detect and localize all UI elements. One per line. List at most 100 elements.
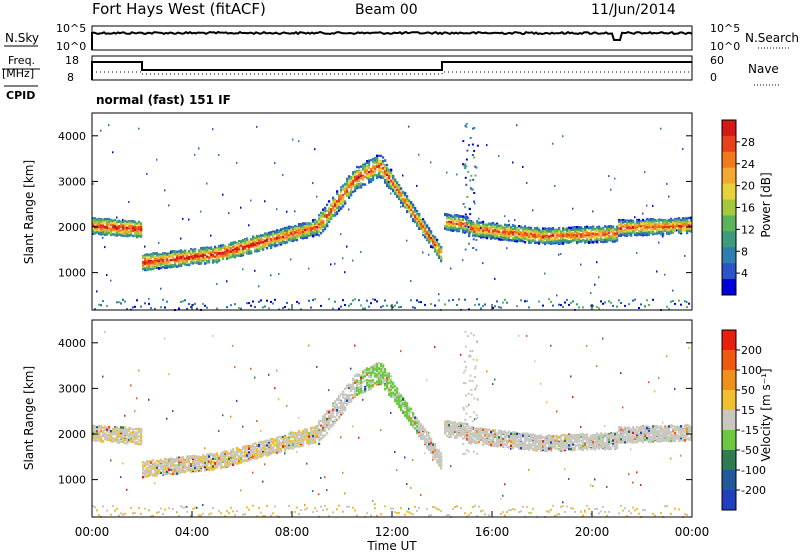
pixel [286,210,288,213]
pixel [550,231,553,235]
pixel [378,159,381,163]
pixel [264,305,266,308]
pixel [660,226,663,229]
pixel [256,247,259,250]
pixel [320,304,322,307]
pixel [664,225,667,228]
pixel [386,184,389,188]
pixel [626,226,629,229]
pixel [652,230,655,234]
pixel [120,302,122,305]
pixel [268,232,271,235]
pixel [346,245,348,248]
pixel [166,259,169,262]
pixel [456,227,459,231]
pixel [302,224,305,227]
pixel [144,259,147,262]
pixel [304,228,307,232]
pixel [642,222,645,225]
pixel [568,240,571,243]
pixel [144,253,147,257]
pixel [618,227,621,230]
pixel [382,156,385,159]
pixel [312,182,314,185]
pixel [564,228,567,231]
pixel [248,302,250,305]
pixel [542,230,545,233]
pixel [98,436,101,440]
pixel [664,229,667,233]
pixel [364,165,367,168]
pixel [536,230,539,233]
pixel [338,209,341,212]
pixel [154,261,157,264]
pixel [538,228,541,232]
pixel [194,302,196,305]
pixel [542,227,545,230]
pixel [414,208,417,212]
pixel [174,252,177,255]
pixel [456,173,458,176]
pixel [528,240,531,244]
pixel [550,300,552,303]
pixel [174,261,177,265]
pixel [469,213,472,216]
pixel [644,224,647,227]
pixel [128,222,131,226]
pixel [574,228,577,231]
pixel [272,241,275,245]
pixel [434,235,437,239]
pixel [334,262,336,265]
colorbar-segment [722,279,736,296]
pixel [502,236,505,240]
pixel [372,158,375,161]
pixel [550,234,553,237]
pixel [366,172,369,175]
pixel [330,204,333,207]
pixel [498,228,501,231]
pixel [174,250,177,253]
pixel [462,225,465,229]
pixel [206,258,209,261]
pixel [478,231,481,234]
pixel [642,228,645,232]
pixel [576,238,579,241]
pixel [196,254,199,258]
pixel [386,171,389,174]
pixel [202,248,205,252]
pixel [116,221,119,224]
pixel [296,235,299,238]
pixel [192,262,195,265]
pixel [572,207,574,210]
pixel [508,232,511,235]
pixel [100,220,103,223]
colorbar-tick-label: 4 [741,267,748,280]
pixel [458,223,461,226]
pixel [634,228,637,231]
pixel [124,438,127,442]
pixel [484,228,487,231]
pixel [384,164,387,167]
pixel [146,261,149,265]
pixel [584,230,587,234]
pixel [478,221,481,224]
pixel [348,304,350,307]
pixel [98,219,101,222]
pixel [306,227,309,230]
pixel [666,231,669,234]
pixel [298,229,301,232]
pixel [678,223,681,226]
pixel [156,257,159,261]
pixel [368,181,371,184]
pixel [416,222,419,225]
pixel [112,233,115,236]
pixel [576,236,579,240]
pixel [178,260,181,264]
pixel [464,222,467,225]
pixel [338,193,341,197]
pixel [424,222,427,225]
pixel [228,247,231,251]
pixel [490,222,493,225]
pixel [114,233,117,237]
pixel [186,255,189,258]
